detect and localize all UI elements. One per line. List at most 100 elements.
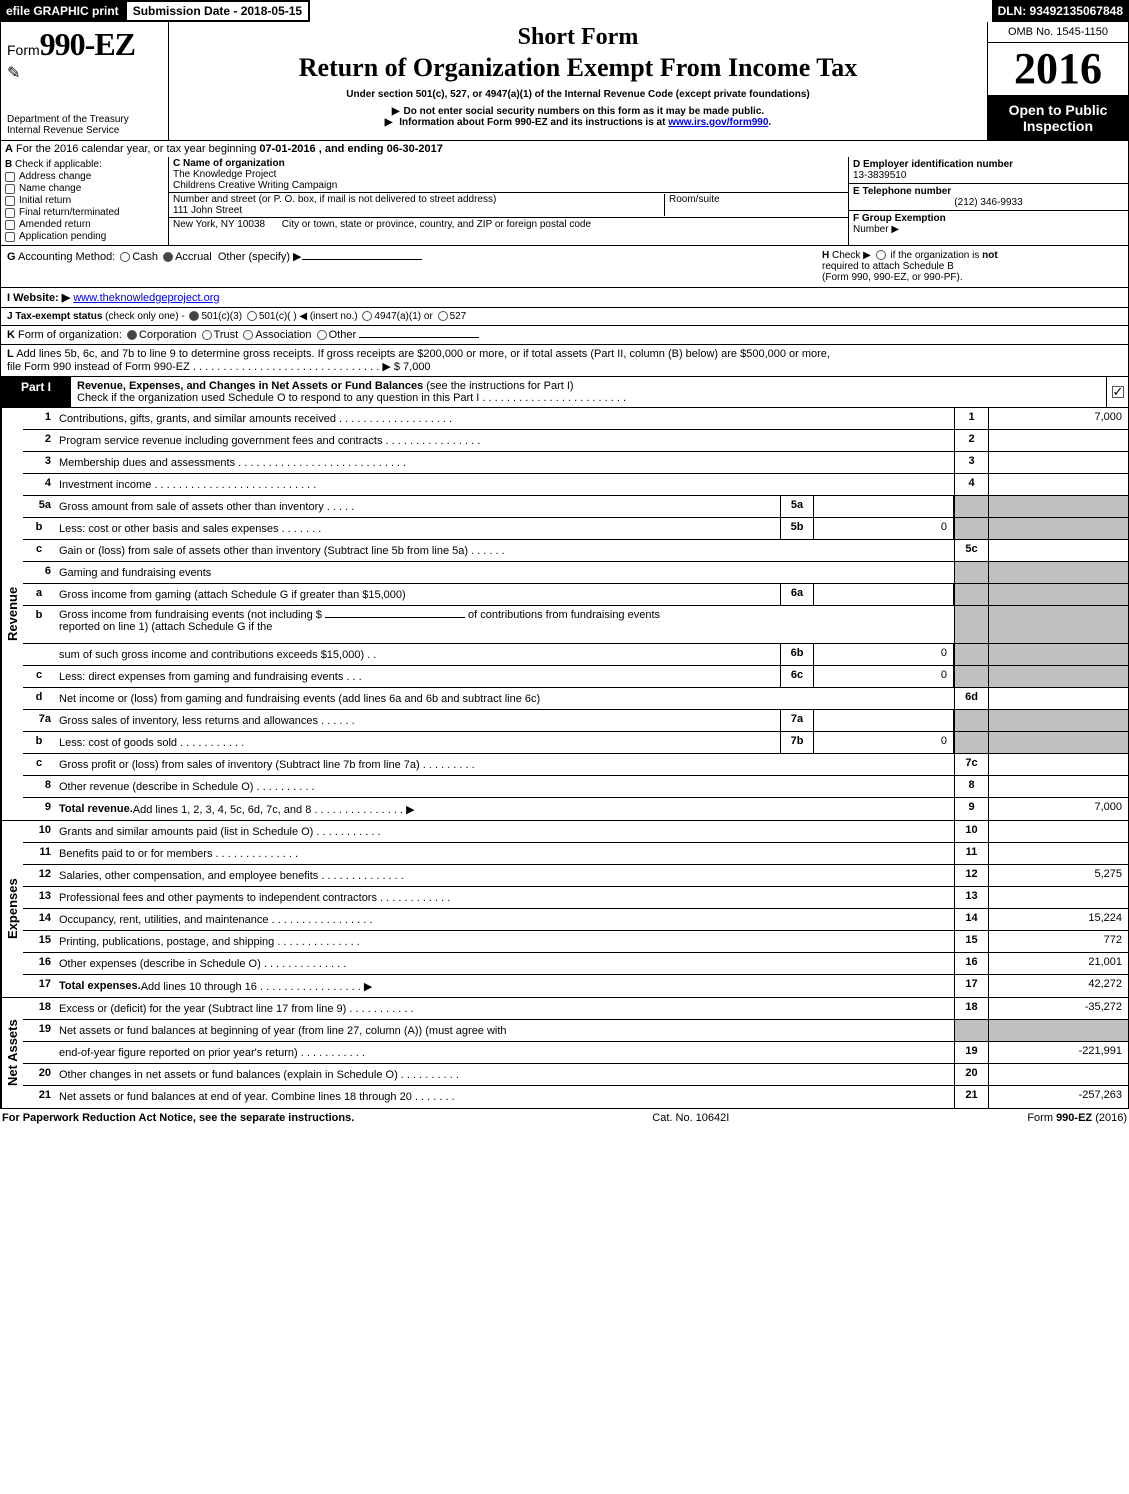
ln7b-grey1 xyxy=(954,732,988,753)
radio-trust[interactable] xyxy=(202,330,212,340)
form-number: Form 990-EZ xyxy=(7,26,162,63)
part-1-tag: Part I xyxy=(1,377,71,407)
ln7a-iv xyxy=(814,710,954,731)
year-begin: 07-01-2016 xyxy=(259,143,315,155)
ln6b2-in: 6b xyxy=(780,644,814,665)
net-assets-label: Net Assets xyxy=(1,998,23,1108)
radio-accrual[interactable] xyxy=(163,252,173,262)
other-org-input[interactable] xyxy=(359,337,479,338)
radio-4947[interactable] xyxy=(362,311,372,321)
ln17-rn: 17 xyxy=(954,975,988,997)
website-link[interactable]: www.theknowledgeproject.org xyxy=(73,292,219,304)
radio-501c[interactable] xyxy=(247,311,257,321)
ln13-rn: 13 xyxy=(954,887,988,908)
radio-527[interactable] xyxy=(438,311,448,321)
e-val: (212) 346-9933 xyxy=(853,197,1124,208)
ln6-grey2 xyxy=(988,562,1128,583)
ln21-rn: 21 xyxy=(954,1086,988,1108)
ln5b-grey2 xyxy=(988,518,1128,539)
ln5c-val xyxy=(988,540,1128,561)
radio-cash[interactable] xyxy=(120,252,130,262)
ln5a-num: 5a xyxy=(23,496,55,517)
ln20-rn: 20 xyxy=(954,1064,988,1085)
part-1-paren: (see the instructions for Part I) xyxy=(426,380,573,392)
ln7a-grey1 xyxy=(954,710,988,731)
checkbox-name-change[interactable] xyxy=(5,184,15,194)
ln9-val: 7,000 xyxy=(988,798,1128,820)
ln19-grey1 xyxy=(954,1020,988,1041)
checkbox-final-return[interactable] xyxy=(5,208,15,218)
radio-corporation[interactable] xyxy=(127,330,137,340)
col-c: C Name of organization The Knowledge Pro… xyxy=(169,157,848,245)
radio-association[interactable] xyxy=(243,330,253,340)
footer-right-post: (2016) xyxy=(1092,1112,1127,1124)
lbl-address-change: Address change xyxy=(19,171,91,182)
ln6c-grey1 xyxy=(954,666,988,687)
f-sub: Number ▶ xyxy=(853,224,899,235)
ln6b2-desc: sum of such gross income and contributio… xyxy=(55,644,780,665)
row-l: L Add lines 5b, 6c, and 7b to line 9 to … xyxy=(0,345,1129,377)
ln5b-num: b xyxy=(23,518,55,539)
ln8-desc: Other revenue (describe in Schedule O) .… xyxy=(55,776,954,797)
ln12-rn: 12 xyxy=(954,865,988,886)
irs-link[interactable]: www.irs.gov/form990 xyxy=(668,117,768,128)
dept-line-2: Internal Revenue Service xyxy=(7,125,162,136)
ln7b-num: b xyxy=(23,732,55,753)
ln16-val: 21,001 xyxy=(988,953,1128,974)
room-suite: Room/suite xyxy=(664,194,844,216)
ln4-desc: Investment income . . . . . . . . . . . … xyxy=(55,474,954,495)
page-footer: For Paperwork Reduction Act Notice, see … xyxy=(0,1109,1129,1127)
ln14-rn: 14 xyxy=(954,909,988,930)
ln6b2-grey1 xyxy=(954,644,988,665)
ln5a-grey2 xyxy=(988,496,1128,517)
ln8-num: 8 xyxy=(23,776,55,797)
col-def: D Employer identification number 13-3839… xyxy=(848,157,1128,245)
ln13-num: 13 xyxy=(23,887,55,908)
ln1-num: 1 xyxy=(23,408,55,429)
checkbox-initial-return[interactable] xyxy=(5,196,15,206)
lbl-4947: 4947(a)(1) or xyxy=(374,311,432,322)
part-1-checkbox[interactable] xyxy=(1112,386,1124,398)
ln6b2-grey2 xyxy=(988,644,1128,665)
checkbox-application-pending[interactable] xyxy=(5,232,15,242)
ln9-b: Total revenue. xyxy=(59,803,133,815)
lbl-501c: 501(c)( ) ◀ (insert no.) xyxy=(259,311,358,322)
other-specify-input[interactable] xyxy=(302,259,422,260)
ln9-num: 9 xyxy=(23,798,55,820)
ln5a-iv xyxy=(814,496,954,517)
ln5a-in: 5a xyxy=(780,496,814,517)
ln11-val xyxy=(988,843,1128,864)
revenue-label: Revenue xyxy=(1,408,23,820)
ln5a-desc: Gross amount from sale of assets other t… xyxy=(55,496,780,517)
ln4-rn: 4 xyxy=(954,474,988,495)
ln6b-num: b xyxy=(23,606,55,643)
footer-right-pre: Form xyxy=(1027,1112,1056,1124)
ln6c-iv: 0 xyxy=(814,666,954,687)
col-b: B Check if applicable: Address change Na… xyxy=(1,157,169,245)
ln20-val xyxy=(988,1064,1128,1085)
lbl-accrual: Accrual xyxy=(175,251,212,263)
row-a-mid: , and ending xyxy=(319,143,387,155)
ln13-val xyxy=(988,887,1128,908)
ln10-rn: 10 xyxy=(954,821,988,842)
header-center: Short Form Return of Organization Exempt… xyxy=(169,22,988,140)
radio-h-check[interactable] xyxy=(876,250,886,260)
j-paren: (check only one) - xyxy=(102,311,187,322)
lbl-application-pending: Application pending xyxy=(19,231,106,242)
ln6d-desc: Net income or (loss) from gaming and fun… xyxy=(55,688,954,709)
ln7b-in: 7b xyxy=(780,732,814,753)
radio-other-org[interactable] xyxy=(317,330,327,340)
checkbox-address-change[interactable] xyxy=(5,172,15,182)
net-assets-section: Net Assets 18Excess or (deficit) for the… xyxy=(0,998,1129,1109)
city-head: City or town, state or province, country… xyxy=(282,219,591,230)
radio-501c3[interactable] xyxy=(189,311,199,321)
ln6b-input[interactable] xyxy=(325,617,465,618)
ln17-num: 17 xyxy=(23,975,55,997)
h-text3: required to attach Schedule B xyxy=(822,261,954,272)
label-a: A xyxy=(5,143,13,155)
ln17-val: 42,272 xyxy=(988,975,1128,997)
dln-badge: DLN: 93492135067848 xyxy=(992,0,1129,22)
label-j: J Tax-exempt status xyxy=(7,311,102,322)
ln16-desc: Other expenses (describe in Schedule O) … xyxy=(55,953,954,974)
checkbox-amended-return[interactable] xyxy=(5,220,15,230)
